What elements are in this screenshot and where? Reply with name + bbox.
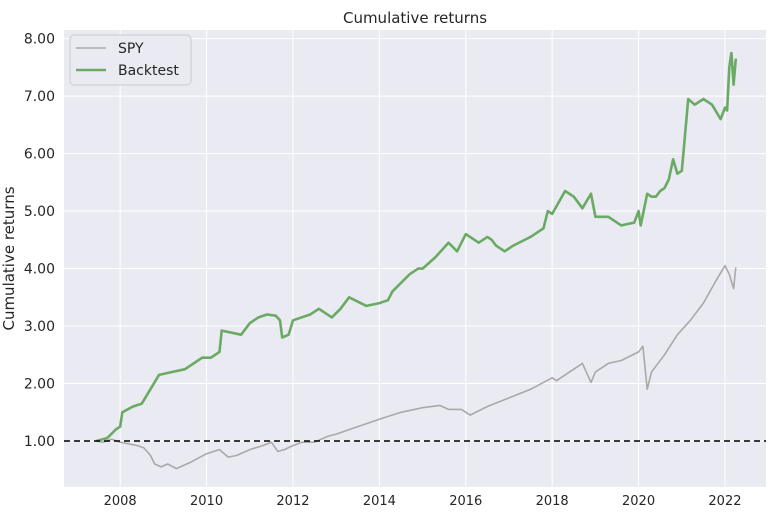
legend-label-backtest: Backtest bbox=[118, 63, 179, 79]
x-tick-label: 2018 bbox=[536, 494, 569, 509]
series-line-backtest bbox=[96, 51, 738, 443]
y-tick-label: 2.00 bbox=[24, 377, 55, 393]
y-tick-label: 5.00 bbox=[24, 204, 55, 220]
series-line-spy bbox=[96, 264, 737, 470]
series-layer bbox=[96, 51, 738, 470]
y-tick-label: 4.00 bbox=[24, 262, 55, 278]
x-tick-label: 2014 bbox=[363, 494, 396, 509]
y-tick-label: 1.00 bbox=[24, 434, 55, 450]
y-tick-label: 6.00 bbox=[24, 147, 55, 163]
y-tick-label: 7.00 bbox=[24, 89, 55, 105]
tick-label-layer: 2008 2010 2012 2014 2016 2018 2020 2022 1.00 2.00… bbox=[24, 32, 742, 509]
grid-layer bbox=[64, 30, 766, 487]
x-tick-label: 2022 bbox=[708, 494, 741, 509]
x-tick-label: 2016 bbox=[449, 494, 482, 509]
x-tick-label: 2010 bbox=[190, 494, 223, 509]
legend-label-spy: SPY bbox=[118, 41, 144, 57]
x-tick-label: 2008 bbox=[104, 494, 137, 509]
y-tick-label: 8.00 bbox=[24, 32, 55, 48]
x-tick-label: 2020 bbox=[622, 494, 655, 509]
y-axis-label: Cumulative returns bbox=[0, 186, 18, 330]
legend: SPY Backtest bbox=[69, 34, 192, 86]
plot-background bbox=[64, 30, 766, 487]
y-tick-label: 3.00 bbox=[24, 319, 55, 335]
chart-title: Cumulative returns bbox=[343, 9, 487, 27]
x-tick-label: 2012 bbox=[276, 494, 309, 509]
